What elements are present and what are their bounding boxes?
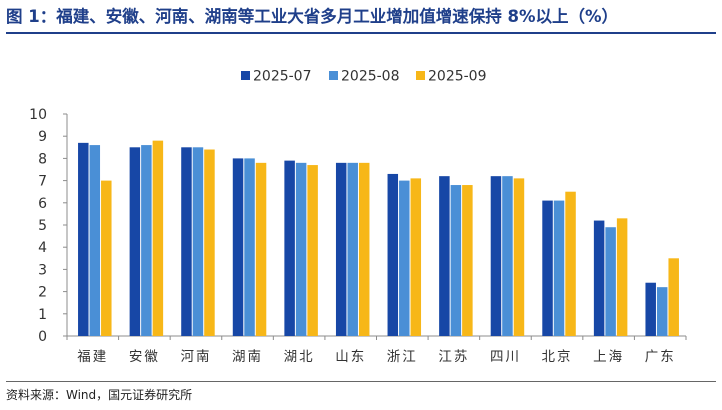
bar-福建-2025-09	[101, 180, 112, 336]
bar-安徽-2025-09	[152, 140, 164, 336]
bar-北京-2025-08	[553, 200, 565, 336]
x-tick-label: 湖北	[284, 349, 315, 365]
bar-山东-2025-08	[347, 162, 358, 336]
bar-广东-2025-09	[668, 258, 679, 336]
x-axis: 福建 安徽 河南 湖南 湖北 山东 浙江 江苏 四川 北京 上海 广东	[66, 335, 687, 365]
bar-湖北-2025-07	[284, 160, 295, 336]
legend-swatch-2025-09	[416, 71, 425, 80]
bar-浙江-2025-08	[399, 180, 410, 336]
x-tick-label: 浙江	[387, 349, 418, 365]
x-tick-label: 江苏	[438, 349, 469, 365]
bar-河南-2025-08	[192, 147, 204, 336]
bar-四川-2025-09	[513, 178, 525, 336]
bar-江苏-2025-08	[450, 185, 462, 336]
bar-四川-2025-08	[502, 176, 513, 336]
y-axis: 0 1 2 3 4 5 6 7 8 9 10	[29, 107, 68, 345]
bar-河南-2025-07	[181, 147, 192, 336]
bar-chart: 2025-07 2025-08 2025-09 0 1 2 3 4 5 6 7 8 9 10 福建 安徽 河…	[29, 69, 687, 365]
bar-福建-2025-08	[89, 145, 101, 336]
bar-安徽-2025-07	[129, 147, 141, 336]
y-tick-label: 2	[38, 285, 47, 301]
x-tick-label: 北京	[542, 349, 573, 365]
x-tick-label: 湖南	[232, 349, 263, 365]
legend-swatch-2025-08	[329, 71, 338, 80]
bar-广东-2025-08	[656, 287, 668, 336]
bar-湖南-2025-08	[244, 158, 255, 336]
bar-北京-2025-07	[542, 200, 553, 336]
y-tick-label: 7	[38, 174, 47, 190]
bar-山东-2025-07	[335, 162, 347, 336]
bar-上海-2025-07	[593, 220, 605, 336]
bar-湖南-2025-09	[255, 162, 267, 336]
bar-山东-2025-09	[358, 162, 370, 336]
y-tick-label: 5	[38, 218, 47, 234]
legend-label-2025-08: 2025-08	[341, 69, 400, 85]
bar-浙江-2025-07	[387, 173, 399, 336]
chart-title: 图 1：福建、安徽、河南、湖南等工业大省多月工业增加值增速保持 8%以上（%）	[6, 7, 619, 26]
legend-label-2025-09: 2025-09	[428, 69, 487, 85]
x-tick-label: 山东	[335, 349, 366, 365]
y-tick-label: 0	[38, 329, 47, 345]
bar-湖北-2025-09	[307, 165, 318, 336]
y-tick-label: 8	[38, 151, 47, 167]
y-tick-label: 3	[38, 262, 47, 278]
y-tick-label: 1	[38, 307, 47, 323]
x-tick-label: 安徽	[129, 349, 160, 365]
y-tick-label: 6	[38, 196, 47, 212]
legend-label-2025-07: 2025-07	[253, 69, 312, 85]
source-note: 资料来源：Wind，国元证券研究所	[6, 388, 193, 402]
source-divider	[6, 381, 716, 382]
y-tick-label: 9	[38, 129, 47, 145]
y-tick-label: 4	[38, 240, 47, 256]
x-tick-label: 广东	[645, 349, 676, 365]
bar-湖北-2025-08	[295, 162, 307, 336]
x-tick-label: 福建	[77, 349, 108, 365]
title-divider	[6, 32, 716, 34]
bar-江苏-2025-09	[462, 185, 473, 336]
bar-河南-2025-09	[204, 149, 215, 336]
bar-湖南-2025-07	[232, 158, 244, 336]
bar-广东-2025-07	[645, 282, 656, 336]
bar-四川-2025-07	[490, 176, 502, 336]
bar-北京-2025-09	[565, 191, 576, 336]
legend: 2025-07 2025-08 2025-09	[241, 69, 487, 85]
bar-安徽-2025-08	[141, 145, 152, 336]
x-tick-label: 河南	[180, 349, 211, 365]
x-tick-label: 四川	[490, 349, 521, 365]
bar-福建-2025-07	[78, 142, 89, 336]
bars	[78, 140, 679, 336]
x-tick-label: 上海	[593, 349, 624, 365]
bar-上海-2025-09	[616, 218, 628, 336]
bar-江苏-2025-07	[439, 176, 450, 336]
y-tick-label: 10	[29, 107, 47, 123]
legend-swatch-2025-07	[241, 71, 250, 80]
bar-上海-2025-08	[605, 227, 616, 336]
bar-浙江-2025-09	[410, 178, 422, 336]
